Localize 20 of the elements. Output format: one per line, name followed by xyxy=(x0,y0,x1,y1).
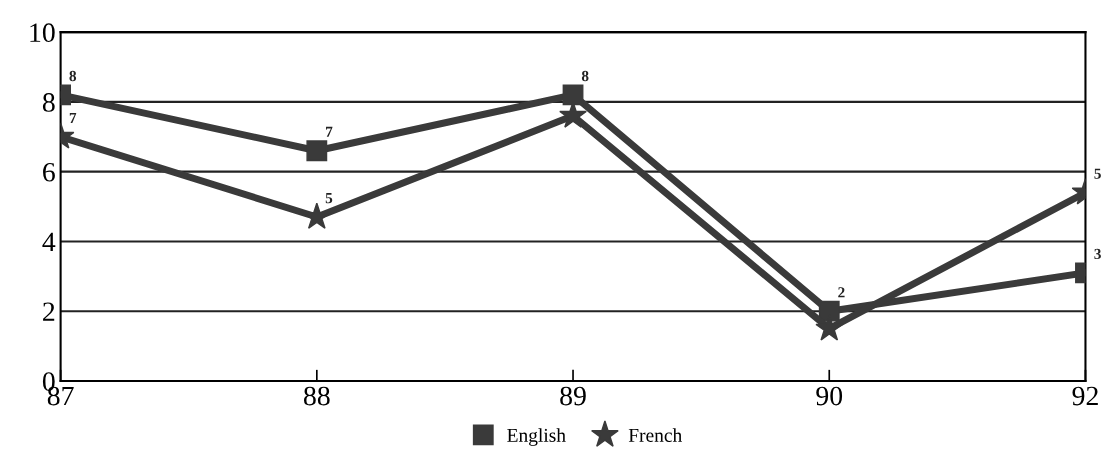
x-tick-label: 92 xyxy=(1072,386,1098,406)
x-tick-label: 88 xyxy=(304,386,330,406)
data-label: 2 xyxy=(838,287,845,298)
y-tick-label: 6 xyxy=(43,162,55,182)
y-tick-label: 8 xyxy=(42,93,55,112)
data-label: 8 xyxy=(69,70,77,82)
legend-label: French xyxy=(628,428,682,442)
legend-label: English xyxy=(507,428,566,446)
x-tick-label: 89 xyxy=(560,386,586,406)
y-tick-label: 2 xyxy=(43,302,55,321)
x-tick-label: 90 xyxy=(816,386,843,406)
data-label: 8 xyxy=(581,70,589,82)
data-label: 3 xyxy=(1094,248,1101,260)
y-tick-label: 10 xyxy=(30,23,55,43)
data-label: 7 xyxy=(69,112,77,123)
data-label: 5 xyxy=(325,193,333,204)
point xyxy=(562,84,584,106)
y-tick-label: 4 xyxy=(42,232,56,252)
data-label: 5 xyxy=(1094,168,1101,179)
data-label: 7 xyxy=(326,126,333,137)
